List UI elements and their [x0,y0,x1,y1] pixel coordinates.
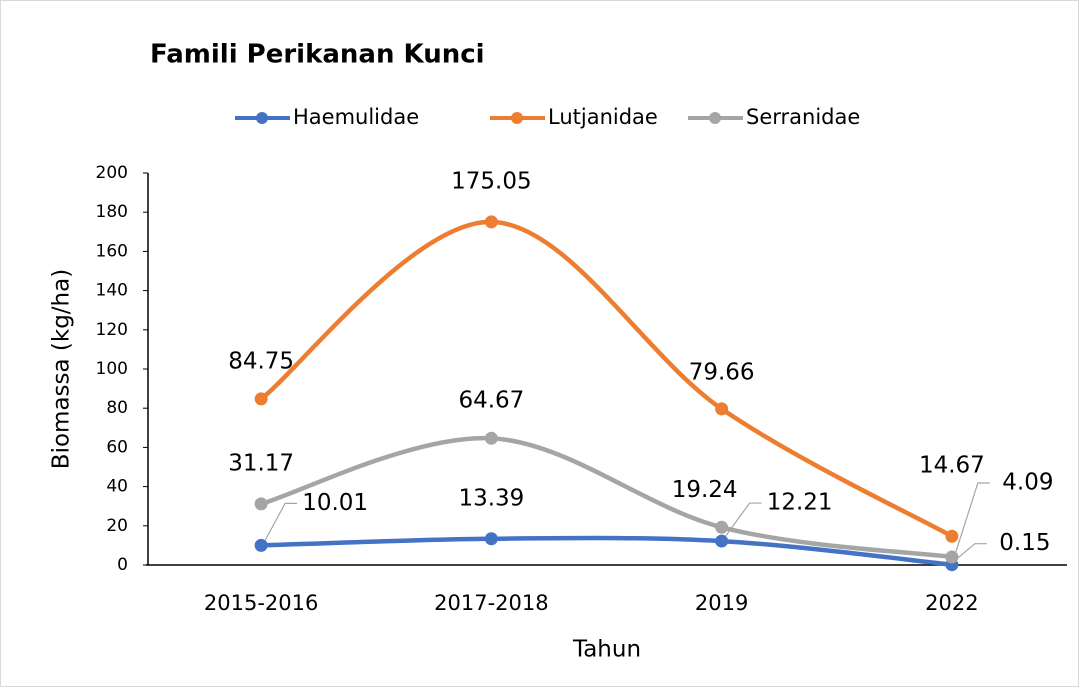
data-label: 175.05 [451,168,531,194]
y-tick-label: 20 [106,516,128,536]
series-line [258,535,955,567]
data-label: 4.09 [1002,469,1053,495]
x-axis-title: Tahun [572,637,641,663]
point-marker [254,392,268,406]
y-tick-label: 0 [117,555,128,575]
legend-marker [709,112,721,124]
y-tick-label: 80 [106,398,128,418]
y-tick-label: 60 [106,437,128,457]
data-label: 12.21 [767,490,833,516]
y-tick-label: 200 [96,163,128,183]
legend-label: Serranidae [746,105,860,129]
y-tick-label: 140 [96,281,128,301]
data-label: 0.15 [999,530,1050,556]
data-label: 14.67 [919,453,985,479]
y-tick-label: 180 [96,202,128,222]
legend-label: Lutjanidae [548,105,658,129]
leader-line [955,482,990,553]
data-label: 84.75 [228,348,294,374]
point-marker [484,215,498,229]
y-axis-title: Biomassa (kg/ha) [49,269,75,469]
point-marker [715,402,729,416]
data-label: 19.24 [672,477,738,503]
data-label: 10.01 [302,490,368,516]
x-tick-label: 2022 [925,591,978,615]
legend-marker [511,112,523,124]
x-tick-label: 2015-2016 [204,591,318,615]
y-tick-label: 120 [96,320,128,340]
data-label: 13.39 [458,485,524,511]
point-marker [254,538,268,552]
point-marker [945,529,959,543]
legend-label: Haemulidae [293,105,419,129]
series-line [258,219,955,539]
point-marker [715,534,729,548]
leader-line [264,502,298,541]
data-label: 79.66 [689,359,755,385]
data-label: 31.17 [228,450,294,476]
x-tick-label: 2017-2018 [434,591,548,615]
chart-title: Famili Perikanan Kunci [150,40,485,70]
leader-line [725,502,762,537]
y-tick-label: 160 [96,241,128,261]
y-tick-label: 40 [106,477,128,497]
series-line [258,435,955,560]
point-marker [715,520,729,534]
y-tick-label: 100 [96,359,128,379]
leader-line [955,543,987,561]
point-marker [254,497,268,511]
legend-marker [256,112,268,124]
point-marker [945,550,959,564]
point-marker [484,431,498,445]
x-tick-label: 2019 [695,591,748,615]
data-label: 64.67 [458,388,524,414]
point-marker [484,532,498,546]
